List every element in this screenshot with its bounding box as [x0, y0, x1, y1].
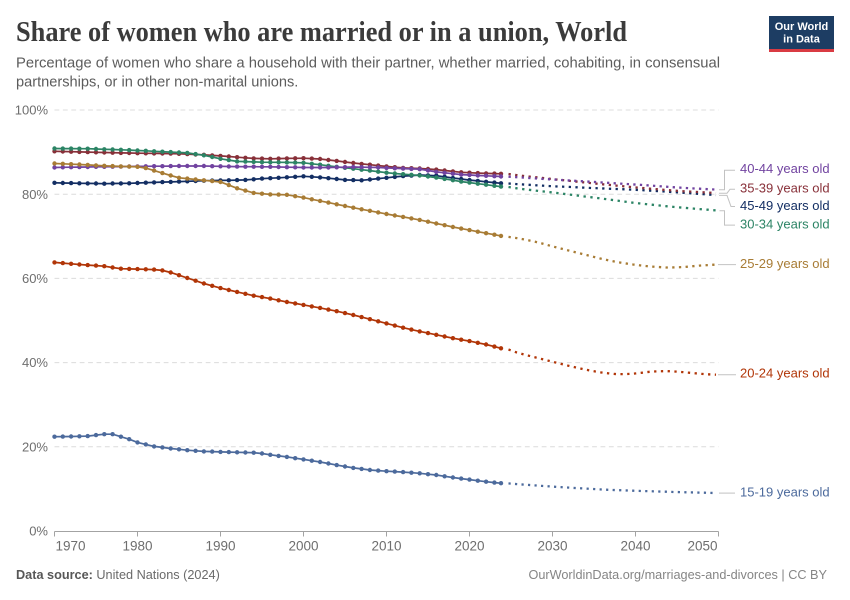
svg-text:35-39 years old: 35-39 years old: [740, 180, 830, 195]
svg-text:partnerships, or in other non-: partnerships, or in other non-marital un…: [16, 75, 298, 91]
svg-text:45-49 years old: 45-49 years old: [740, 198, 830, 213]
svg-text:in Data: in Data: [783, 34, 821, 46]
svg-text:2030: 2030: [537, 539, 567, 554]
svg-text:2010: 2010: [371, 539, 401, 554]
svg-text:40%: 40%: [22, 355, 48, 370]
svg-text:20%: 20%: [22, 439, 48, 454]
svg-text:25-29 years old: 25-29 years old: [740, 256, 830, 271]
svg-text:15-19 years old: 15-19 years old: [740, 485, 830, 500]
svg-text:2040: 2040: [620, 539, 650, 554]
svg-text:40-44 years old: 40-44 years old: [740, 161, 830, 176]
svg-text:1990: 1990: [205, 539, 235, 554]
svg-text:60%: 60%: [22, 271, 48, 286]
svg-text:2050: 2050: [687, 539, 717, 554]
svg-text:0%: 0%: [29, 524, 48, 539]
svg-text:1970: 1970: [56, 539, 86, 554]
svg-text:2020: 2020: [454, 539, 484, 554]
svg-text:Share of women who are married: Share of women who are married or in a u…: [16, 16, 627, 48]
svg-text:100%: 100%: [15, 103, 49, 118]
svg-text:80%: 80%: [22, 187, 48, 202]
svg-text:OurWorldinData.org/marriages-a: OurWorldinData.org/marriages-and-divorce…: [528, 568, 827, 582]
svg-text:Percentage of women who share: Percentage of women who share a househol…: [16, 56, 720, 72]
svg-text:Data source: United Nations (2: Data source: United Nations (2024): [16, 568, 220, 582]
svg-text:Our World: Our World: [775, 21, 829, 33]
svg-text:1980: 1980: [122, 539, 152, 554]
svg-text:30-34 years old: 30-34 years old: [740, 216, 830, 231]
svg-text:2000: 2000: [288, 539, 318, 554]
svg-text:20-24 years old: 20-24 years old: [740, 366, 830, 381]
